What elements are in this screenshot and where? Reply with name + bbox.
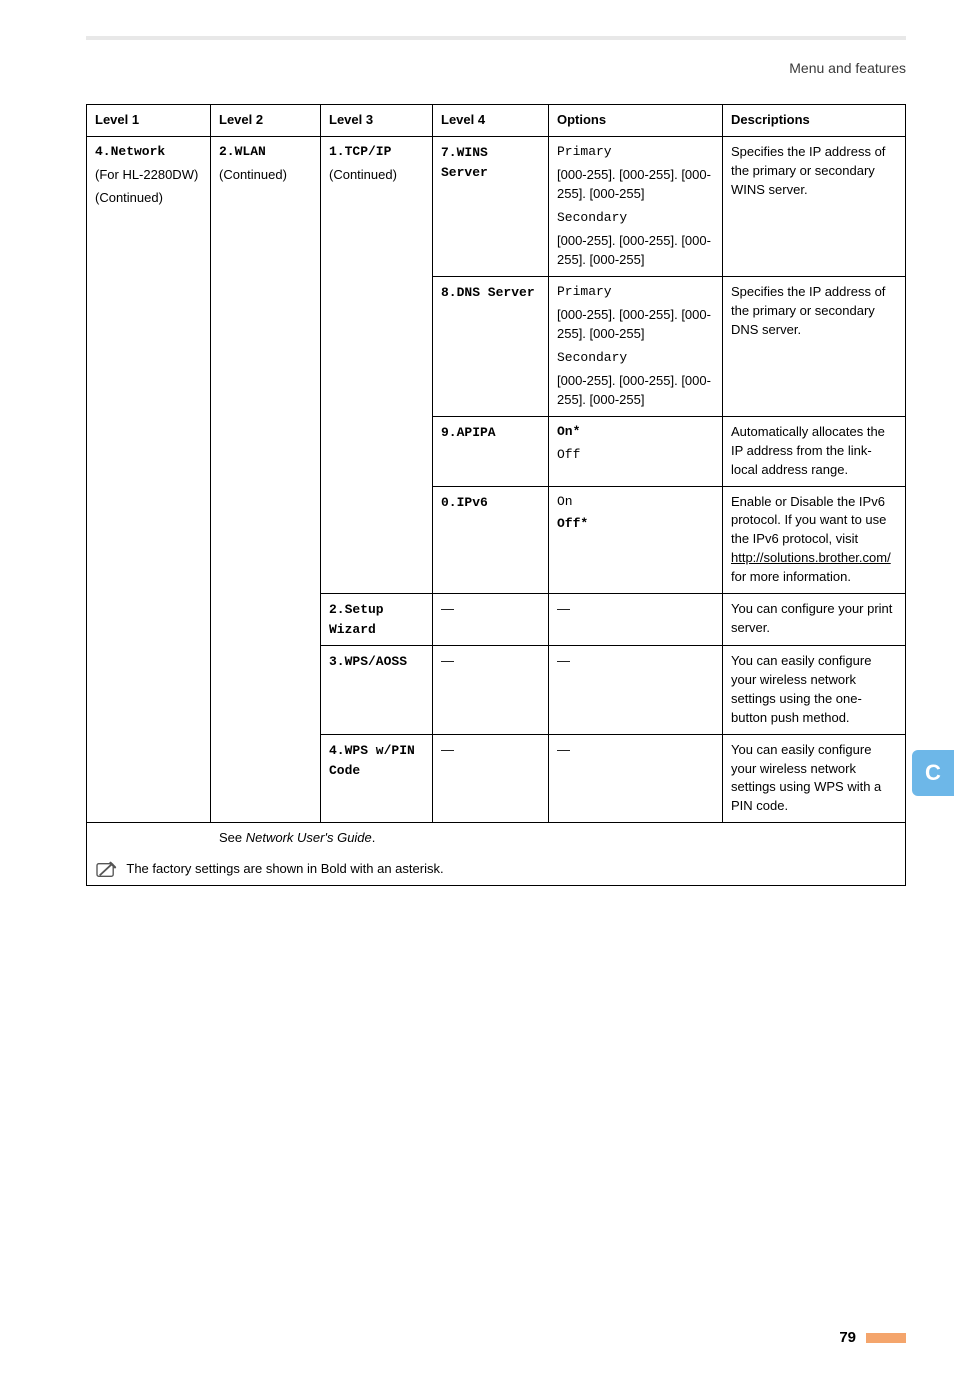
footnote-cell: See Network User's Guide. bbox=[87, 823, 906, 854]
cell-wins-desc: Specifies the IP address of the primary … bbox=[723, 136, 906, 276]
note-icon bbox=[95, 861, 117, 879]
dns-primary: Primary bbox=[557, 283, 714, 302]
col-level1: Level 1 bbox=[87, 105, 211, 137]
wins-l4: 7.WINS Server bbox=[441, 145, 488, 180]
apipa-l4: 9.APIPA bbox=[441, 425, 496, 440]
cell-wpspin-l3: 4.WPS w/PIN Code bbox=[321, 734, 433, 822]
table-header-row: Level 1 Level 2 Level 3 Level 4 Options … bbox=[87, 105, 906, 137]
col-options: Options bbox=[549, 105, 723, 137]
page-footer: 79 bbox=[839, 1329, 906, 1346]
ipv6-desc2: for more information. bbox=[731, 569, 851, 584]
foot-guide: Network User's Guide bbox=[246, 830, 372, 845]
col-level4: Level 4 bbox=[433, 105, 549, 137]
col-descriptions: Descriptions bbox=[723, 105, 906, 137]
page-number: 79 bbox=[839, 1329, 856, 1346]
side-tab-label: C bbox=[925, 760, 941, 786]
lvl1-title: 4.Network bbox=[95, 143, 202, 162]
cell-level2: 2.WLAN (Continued) bbox=[211, 136, 321, 822]
foot-dot: . bbox=[372, 830, 376, 845]
menu-table: Level 1 Level 2 Level 3 Level 4 Options … bbox=[86, 104, 906, 886]
lvl3-wps: 3.WPS/AOSS bbox=[329, 654, 407, 669]
dns-secondary: Secondary bbox=[557, 349, 714, 368]
lvl2-title: 2.WLAN bbox=[219, 143, 312, 162]
cell-level1: 4.Network (For HL-2280DW) (Continued) bbox=[87, 136, 211, 822]
ipv6-on: On bbox=[557, 493, 714, 512]
wins-range1: [000-255]. [000-255]. [000-255]. [000-25… bbox=[557, 166, 714, 204]
wins-secondary: Secondary bbox=[557, 209, 714, 228]
cell-setup-l3: 2.Setup Wizard bbox=[321, 593, 433, 646]
col-level2: Level 2 bbox=[211, 105, 321, 137]
cell-ipv6-l4: 0.IPv6 bbox=[433, 486, 549, 593]
wins-range2: [000-255]. [000-255]. [000-255]. [000-25… bbox=[557, 232, 714, 270]
apipa-off: Off bbox=[557, 446, 714, 465]
ipv6-link[interactable]: http://solutions.brother.com/ bbox=[731, 550, 891, 565]
ipv6-off: Off* bbox=[557, 515, 714, 534]
cell-ipv6-desc: Enable or Disable the IPv6 protocol. If … bbox=[723, 486, 906, 593]
cell-wps-l4: — bbox=[433, 646, 549, 734]
lvl3-wpspin: 4.WPS w/PIN Code bbox=[329, 743, 415, 778]
ipv6-desc1: Enable or Disable the IPv6 protocol. If … bbox=[731, 494, 886, 547]
cell-dns-opts: Primary [000-255]. [000-255]. [000-255].… bbox=[549, 276, 723, 416]
cell-setup-desc: You can configure your print server. bbox=[723, 593, 906, 646]
asterisk-cell: The factory settings are shown in Bold w… bbox=[87, 854, 906, 885]
side-tab: C bbox=[912, 750, 954, 796]
table-row: 4.Network (For HL-2280DW) (Continued) 2.… bbox=[87, 136, 906, 276]
cell-dns-l4: 8.DNS Server bbox=[433, 276, 549, 416]
cell-wpspin-l4: — bbox=[433, 734, 549, 822]
wins-primary: Primary bbox=[557, 143, 714, 162]
cell-setup-l4: — bbox=[433, 593, 549, 646]
cell-wps-l3: 3.WPS/AOSS bbox=[321, 646, 433, 734]
cell-apipa-desc: Automatically allocates the IP address f… bbox=[723, 416, 906, 486]
cell-level3-tcpip: 1.TCP/IP (Continued) bbox=[321, 136, 433, 593]
lvl1-sub2: (Continued) bbox=[95, 189, 202, 208]
dns-range1: [000-255]. [000-255]. [000-255]. [000-25… bbox=[557, 306, 714, 344]
cell-wps-desc: You can easily configure your wireless n… bbox=[723, 646, 906, 734]
cell-wpspin-desc: You can easily configure your wireless n… bbox=[723, 734, 906, 822]
footer-bar bbox=[866, 1333, 906, 1343]
asterisk-row: The factory settings are shown in Bold w… bbox=[87, 854, 906, 885]
header-section: Menu and features bbox=[0, 60, 906, 76]
lvl2-sub: (Continued) bbox=[219, 166, 312, 185]
footnote-row: See Network User's Guide. bbox=[87, 823, 906, 854]
lvl3-tcpip: 1.TCP/IP bbox=[329, 143, 424, 162]
lvl1-sub1: (For HL-2280DW) bbox=[95, 166, 202, 185]
cell-wps-opt: — bbox=[549, 646, 723, 734]
cell-apipa-l4: 9.APIPA bbox=[433, 416, 549, 486]
cell-ipv6-opts: On Off* bbox=[549, 486, 723, 593]
header-rule bbox=[86, 36, 906, 40]
dns-l4: 8.DNS Server bbox=[441, 285, 535, 300]
foot-see: See bbox=[219, 830, 246, 845]
col-level3: Level 3 bbox=[321, 105, 433, 137]
lvl3-tcpip-sub: (Continued) bbox=[329, 166, 424, 185]
dns-range2: [000-255]. [000-255]. [000-255]. [000-25… bbox=[557, 372, 714, 410]
ipv6-l4: 0.IPv6 bbox=[441, 495, 488, 510]
cell-wpspin-opt: — bbox=[549, 734, 723, 822]
cell-wins-opts: Primary [000-255]. [000-255]. [000-255].… bbox=[549, 136, 723, 276]
cell-setup-opt: — bbox=[549, 593, 723, 646]
apipa-on: On* bbox=[557, 423, 714, 442]
lvl3-setup: 2.Setup Wizard bbox=[329, 602, 384, 637]
cell-dns-desc: Specifies the IP address of the primary … bbox=[723, 276, 906, 416]
cell-apipa-opts: On* Off bbox=[549, 416, 723, 486]
asterisk-text: The factory settings are shown in Bold w… bbox=[123, 861, 444, 876]
cell-wins-l4: 7.WINS Server bbox=[433, 136, 549, 276]
